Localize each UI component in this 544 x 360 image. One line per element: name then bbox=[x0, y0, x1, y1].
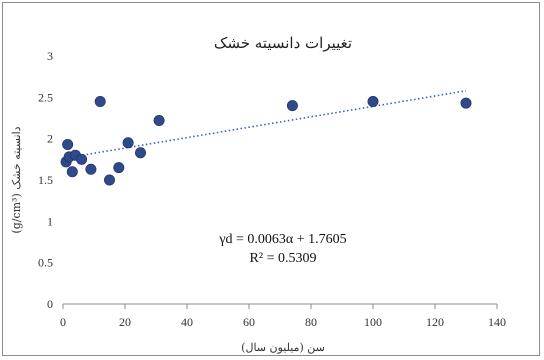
data-point bbox=[104, 174, 116, 186]
y-axis-label: دانسیته خشک (g/cm³) bbox=[10, 126, 23, 233]
y-tick-label: 1.5 bbox=[38, 173, 53, 187]
chart-title: تغییرات دانسیته خشک bbox=[214, 34, 352, 52]
y-tick-label: 0 bbox=[47, 297, 53, 311]
regression-equation: γd = 0.0063α + 1.7605 bbox=[218, 232, 346, 247]
y-tick-label: 1 bbox=[47, 214, 53, 228]
x-tick-label: 80 bbox=[305, 315, 317, 329]
x-tick-label: 140 bbox=[488, 315, 506, 329]
y-tick-label: 3 bbox=[47, 49, 53, 63]
x-axis-label: سن (میلیون سال) bbox=[241, 341, 325, 354]
trendline bbox=[62, 89, 467, 160]
x-tick-label: 0 bbox=[60, 315, 66, 329]
x-tick-labels: 0 20 40 60 80 100 120 140 bbox=[60, 315, 506, 329]
data-point bbox=[367, 95, 379, 107]
y-tick-label: 0.5 bbox=[38, 256, 53, 270]
data-points bbox=[60, 95, 472, 186]
x-tick-label: 120 bbox=[426, 315, 444, 329]
data-point bbox=[62, 138, 74, 150]
x-tick-label: 40 bbox=[181, 315, 193, 329]
data-point bbox=[66, 166, 78, 178]
y-tick-labels: 0 0.5 1 1.5 2 2.5 3 bbox=[38, 49, 53, 311]
x-tick-marks bbox=[62, 304, 498, 309]
x-tick-label: 100 bbox=[364, 315, 382, 329]
x-tick-label: 20 bbox=[119, 315, 131, 329]
data-point bbox=[286, 100, 298, 112]
data-point bbox=[153, 114, 165, 126]
data-point bbox=[76, 153, 88, 165]
data-point bbox=[122, 137, 134, 149]
data-point bbox=[85, 163, 97, 175]
data-point bbox=[94, 95, 106, 107]
data-point bbox=[460, 97, 472, 109]
x-tick-label: 60 bbox=[243, 315, 255, 329]
chart-frame bbox=[2, 2, 540, 356]
y-tick-label: 2 bbox=[47, 132, 53, 146]
data-point bbox=[135, 147, 147, 159]
y-tick-label: 2.5 bbox=[38, 90, 53, 104]
r-squared-label: R² = 0.5309 bbox=[250, 251, 317, 266]
data-point bbox=[113, 162, 125, 174]
